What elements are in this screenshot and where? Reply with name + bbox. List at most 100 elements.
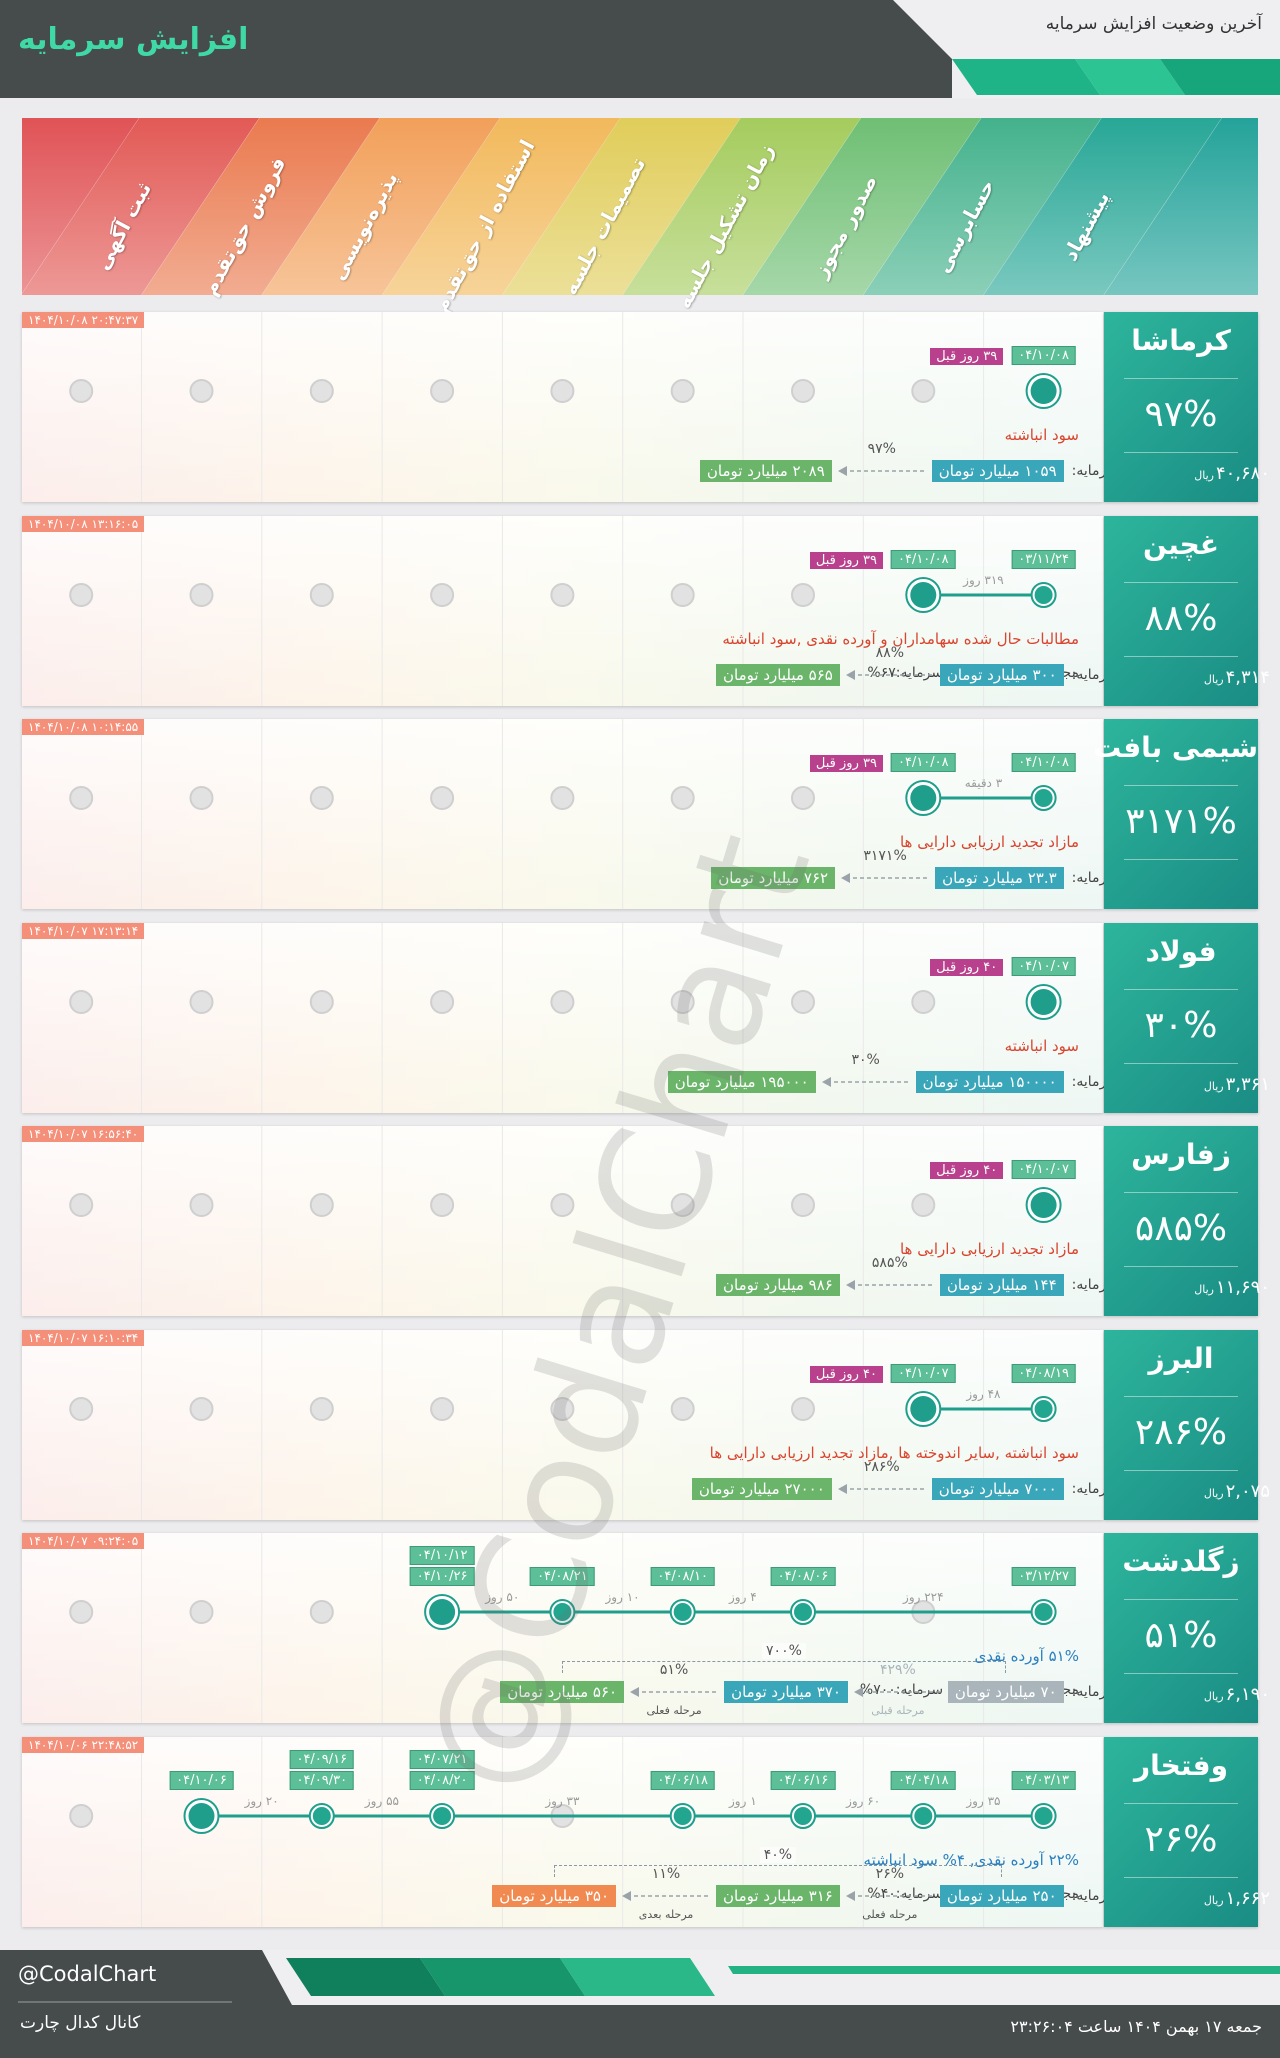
inactive-stage bbox=[791, 1396, 815, 1421]
current-stage-core bbox=[429, 1599, 456, 1625]
date-tag: ۰۴/۱۰/۲۶ bbox=[409, 1567, 475, 1586]
date-tag: ۰۴/۰۳/۱۳ bbox=[1011, 1770, 1076, 1790]
done-stage-core bbox=[1034, 1399, 1053, 1418]
step-label: مرحله بعدی bbox=[638, 1907, 694, 1921]
capital-box: ۱۴۴ میلیارد تومان bbox=[939, 1274, 1064, 1296]
step-arrow bbox=[841, 873, 928, 883]
company-panel: فولاد ۳۰% ۳,۳۶۱ ریال bbox=[1104, 922, 1270, 1113]
inactive-stage bbox=[550, 989, 575, 1014]
inactive-stage bbox=[670, 989, 695, 1014]
capital-chain: سرمایه: ۲۳.۳ میلیارد تومان ۳۱۷۱% ۷۶۲ میلیار… bbox=[38, 848, 1119, 891]
description: سود انباشته bbox=[1004, 426, 1079, 444]
date-tag: ۰۴/۱۰/۰۷ bbox=[1011, 956, 1076, 976]
price-unit: ریال bbox=[1203, 1486, 1224, 1500]
overall-percent: ۷۰۰% bbox=[762, 1643, 806, 1659]
gap-label: ۲۰ روز bbox=[244, 1793, 279, 1808]
node-track bbox=[69, 1736, 1057, 1927]
current-stage-core bbox=[910, 785, 937, 811]
inactive-stage bbox=[189, 1600, 214, 1624]
inactive-stage bbox=[430, 379, 455, 403]
company-card: ۰۳/۱۲/۲۷ ۰۴/۰۸/۰۶ ۲۲۴ روز ۰۴/۰۸/۱۰ ۴ روز ۰۴/۰… bbox=[22, 1533, 1119, 1723]
done-stage-core bbox=[673, 1806, 692, 1825]
inactive-stage bbox=[670, 379, 695, 403]
date-stack: ۰۴/۰۳/۱۳ bbox=[1011, 1770, 1076, 1790]
date-tag: ۰۴/۰۸/۲۱ bbox=[530, 1567, 595, 1586]
capital-chain: سرمایه: ۱۴۴ میلیارد تومان ۵۸۵% ۹۸۶ میلیارد … bbox=[38, 1255, 1119, 1298]
date-stack: ۰۴/۱۰/۰۸ bbox=[1011, 753, 1076, 772]
separator bbox=[1124, 655, 1238, 657]
inactive-stage bbox=[69, 582, 94, 607]
price-unit: ریال bbox=[1203, 1079, 1224, 1093]
inactive-stage bbox=[430, 1396, 455, 1421]
company-name: فولاد bbox=[1145, 934, 1217, 968]
capital-box: ۲۳.۳ میلیارد تومان bbox=[935, 867, 1064, 889]
company-panel: غچین ۸۸% ۴,۳۱۴ ریال bbox=[1104, 515, 1270, 706]
separator bbox=[1124, 1802, 1238, 1804]
footer-channel: کانال کدال چارت bbox=[20, 2013, 141, 2033]
price-unit: ریال bbox=[1203, 1690, 1224, 1703]
done-stage-core bbox=[433, 1806, 452, 1825]
footer-bar bbox=[0, 1950, 1280, 2058]
step-arrow bbox=[622, 1890, 709, 1901]
capital-step: ۲۶% مرحله فعلی bbox=[844, 1866, 936, 1921]
page-title: افزایش سرمایه bbox=[18, 22, 249, 57]
current-stage-core bbox=[910, 581, 937, 608]
date-stack: ۰۴/۱۰/۰۷ bbox=[890, 1363, 956, 1383]
company-percent: ۳۰% bbox=[1144, 1004, 1218, 1046]
gap-label: ۳۵ روز bbox=[966, 1793, 1001, 1808]
date-tag: ۰۴/۱۰/۰۸ bbox=[1011, 346, 1076, 365]
company-panel: زفارس ۵۸۵% ۱۱,۶۹۰ ریال bbox=[1104, 1126, 1270, 1316]
capital-box: ۲۵۰ میلیارد تومان bbox=[939, 1884, 1064, 1907]
capital-step: ۱۱% مرحله بعدی bbox=[620, 1866, 712, 1921]
gap-label: ۳ دقیقه bbox=[964, 776, 1003, 790]
timestamp: ۱۴۰۴/۱۰/۰۸ ۲۰:۴۷:۳۷ bbox=[22, 312, 145, 328]
capital-chain: سرمایه: ۷۰۰۰ میلیارد تومان ۲۸۶% ۲۷۰۰۰ میلیا… bbox=[38, 1459, 1119, 1502]
date-stack: ۰۴/۱۰/۰۸ bbox=[890, 549, 956, 569]
days-ago-tag: ۴۰ روز قبل bbox=[930, 958, 1004, 976]
current-stage-core bbox=[910, 1395, 937, 1422]
date-stack: ۰۴/۰۸/۲۱ bbox=[530, 1567, 595, 1586]
gap-label: ۱ روز bbox=[729, 1793, 757, 1808]
price: ۲,۰۷۵ ریال bbox=[1116, 1481, 1270, 1502]
date-tag: ۰۴/۱۰/۰۸ bbox=[890, 549, 956, 569]
price-unit: ریال bbox=[1203, 672, 1224, 686]
done-stage-core bbox=[914, 1806, 933, 1825]
current-stage-core bbox=[1030, 378, 1057, 404]
date-tag: ۰۴/۰۸/۰۶ bbox=[770, 1567, 836, 1586]
description: ۵۱% آورده نقدی bbox=[974, 1647, 1079, 1665]
inactive-stage bbox=[309, 989, 334, 1014]
price: ۴۰,۶۸۰ ریال bbox=[1116, 463, 1270, 484]
separator bbox=[1124, 859, 1238, 860]
capital-box: ۳۷۰ میلیارد تومان bbox=[724, 1681, 848, 1703]
separator bbox=[1124, 988, 1238, 990]
separator bbox=[1124, 1266, 1238, 1267]
company-card: ۰۴/۱۰/۰۷ ۴۰ روز قبل ۱۴۰۴/۱۰/۰۷ ۱۶:۵۶:۴۰ ماز… bbox=[22, 1126, 1119, 1316]
description: مازاد تجدید ارزیابی دارایی ها bbox=[899, 1240, 1079, 1258]
capital-step: ۲۸۶% bbox=[836, 1459, 928, 1501]
date-stack: ۰۴/۱۰/۰۸ bbox=[890, 753, 956, 772]
company-name: زفارس bbox=[1131, 1138, 1231, 1171]
capital-box: ۱۹۵۰۰۰ میلیارد تومان bbox=[667, 1070, 816, 1093]
date-stack: ۰۴/۱۰/۰۷ bbox=[1011, 1160, 1076, 1179]
inactive-stage bbox=[430, 1193, 455, 1217]
gap-label: ۴۸ روز bbox=[966, 1386, 1001, 1401]
done-stage-core bbox=[312, 1806, 331, 1825]
inactive-stage bbox=[69, 1193, 94, 1217]
step-percent: ۱۱% bbox=[651, 1865, 681, 1882]
company-panel: شیمی بافت ۳۱۷۱% bbox=[1093, 719, 1258, 909]
timestamp: ۱۴۰۴/۱۰/۰۷ ۱۶:۱۰:۳۴ bbox=[22, 1329, 145, 1346]
date-stack: ۰۴/۱۰/۰۷ bbox=[1011, 956, 1076, 976]
overall-percent: ۴۰% bbox=[759, 1846, 797, 1863]
company-percent: ۹۷% bbox=[1144, 394, 1218, 435]
gap-label: ۵۵ روز bbox=[364, 1793, 399, 1808]
separator bbox=[1124, 1395, 1238, 1397]
date-stack: ۰۴/۱۰/۰۶ bbox=[169, 1770, 234, 1790]
inactive-stage bbox=[550, 1193, 575, 1217]
inactive-stage bbox=[911, 1193, 936, 1217]
date-tag: ۰۴/۱۰/۰۷ bbox=[890, 1363, 956, 1383]
company-card: ۰۴/۱۰/۰۷ ۴۰ روز قبل ۱۴۰۴/۱۰/۰۷ ۱۷:۱۳:۱۴ سود… bbox=[22, 922, 1119, 1113]
timestamp: ۱۴۰۴/۱۰/۰۸ ۱۰:۱۴:۵۵ bbox=[22, 719, 145, 735]
company-panel: زگلدشت ۵۱% ۶,۱۹۰ ریال bbox=[1104, 1533, 1270, 1723]
price: ۱,۶۶۲ ریال bbox=[1116, 1888, 1270, 1909]
company-panel: وفتخار ۲۶% ۱,۶۶۲ ریال bbox=[1104, 1736, 1270, 1927]
